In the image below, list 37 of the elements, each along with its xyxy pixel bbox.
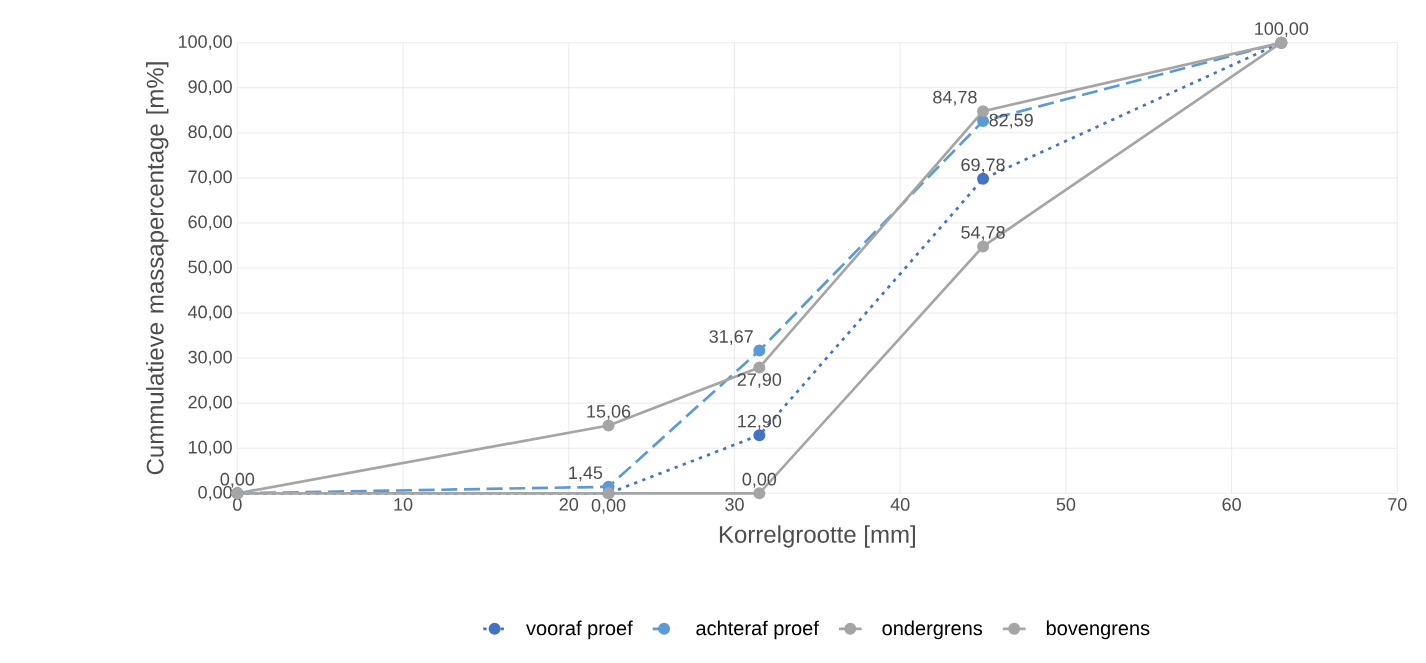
y-tick-label: 30,00 — [188, 350, 232, 366]
y-tick-label: 10,00 — [188, 441, 232, 456]
data-label: 84,78 — [933, 90, 977, 106]
y-tick-label: 90,00 — [188, 80, 232, 96]
x-tick-label: 20 — [559, 498, 579, 511]
data-label: 12,90 — [738, 414, 782, 430]
x-tick-label: 50 — [1056, 498, 1076, 511]
x-tick-label: 30 — [725, 498, 744, 511]
data-label: 0,00 — [591, 499, 626, 514]
legend-label: achteraf proef — [696, 620, 819, 640]
y-tick-label: 40,00 — [188, 305, 232, 321]
data-label: 82,59 — [989, 113, 1033, 129]
y-axis-title: Cummulatieve massapercentage [m%] — [146, 62, 169, 475]
data-label: 54,78 — [961, 226, 1005, 242]
legend-label: bovengrens — [1046, 620, 1150, 640]
y-tick-label: 80,00 — [188, 125, 232, 141]
data-label: 0,00 — [220, 473, 255, 488]
y-tick-label: 0,00 — [198, 486, 232, 501]
y-tick-label: 50,00 — [188, 260, 232, 276]
data-label: 69,78 — [961, 158, 1005, 174]
x-tick-label: 60 — [1222, 498, 1241, 511]
x-tick-label: 40 — [890, 498, 910, 511]
legend-label: vooraf proef — [526, 620, 633, 640]
x-tick-label: 10 — [394, 498, 413, 511]
legend-label: ondergrens — [882, 620, 983, 640]
data-label: 27,90 — [737, 373, 782, 389]
data-label: 100,00 — [1255, 22, 1309, 38]
x-axis-title: Korrelgrootte [mm] — [719, 525, 915, 548]
y-tick-label: 100,00 — [178, 35, 232, 51]
x-tick-label: 70 — [1388, 498, 1407, 511]
y-tick-label: 60,00 — [188, 215, 232, 231]
data-label: 0,00 — [742, 473, 777, 488]
y-tick-label: 70,00 — [188, 170, 232, 186]
data-label: 1,45 — [569, 466, 603, 482]
y-tick-label: 20,00 — [188, 395, 232, 411]
data-label: 31,67 — [709, 330, 753, 346]
data-label: 15,06 — [587, 405, 631, 421]
